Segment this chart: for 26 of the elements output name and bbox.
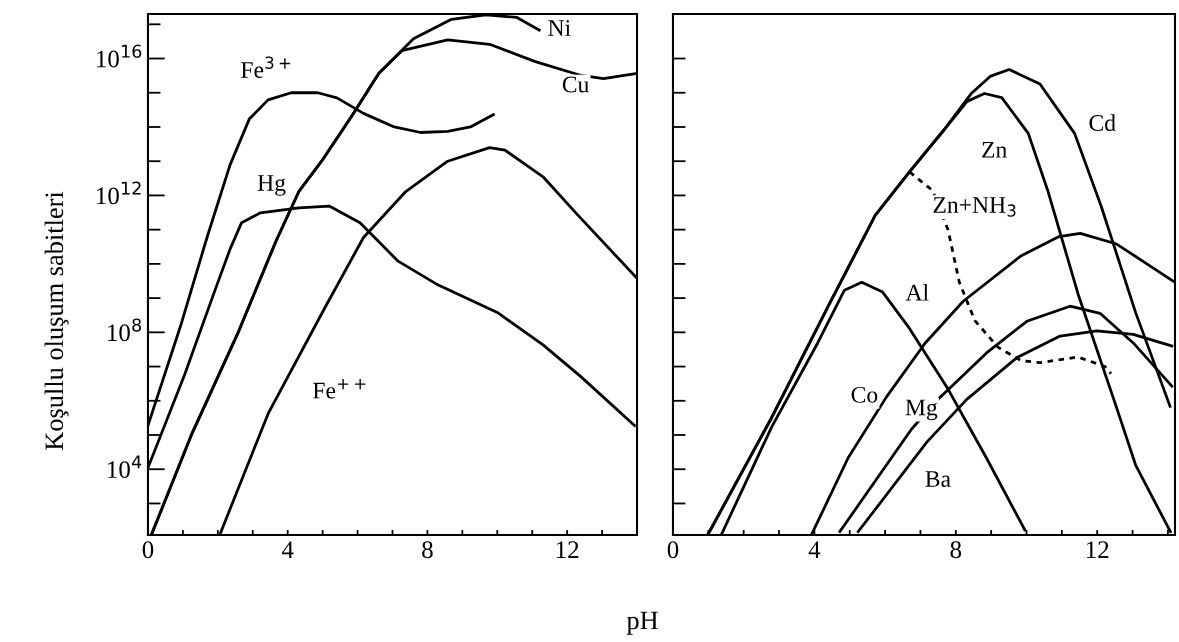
x-tick-label: 12: [556, 541, 579, 558]
series-label: Fe$^{3+}$: [241, 56, 291, 78]
series-label: Mg: [905, 399, 938, 421]
y-tick-label: 10$^{12}$: [97, 181, 141, 205]
series-label: Ba: [925, 471, 951, 487]
series-label: Cd: [1089, 114, 1116, 131]
x-tick-label: 8: [422, 541, 433, 559]
x-tick-label: 0: [142, 541, 154, 559]
y-tick-label: 10$^{4}$: [108, 455, 142, 479]
y-tick-label: 10$^{8}$: [108, 318, 142, 342]
series-label: Al: [905, 284, 929, 301]
x-axis-title: pH: [626, 611, 658, 635]
x-tick-label: 4: [281, 541, 294, 558]
series-label: Zn+NH$_{3}$: [933, 197, 1016, 217]
series-label: Fe$^{++}$: [313, 378, 366, 399]
series-label: Ni: [548, 20, 571, 36]
x-tick-label: 12: [1086, 541, 1109, 558]
y-axis-title: Koşullu oluşum sabitleri: [44, 191, 69, 450]
series-label: Zn: [982, 142, 1007, 158]
series-label: Cu: [562, 76, 589, 93]
series-label: Hg: [257, 175, 286, 196]
x-tick-label: 0: [667, 541, 679, 559]
series-label: Co: [851, 386, 878, 403]
x-tick-label: 8: [950, 541, 962, 559]
y-tick-label: 10$^{16}$: [97, 44, 142, 68]
x-tick-label: 4: [808, 541, 821, 558]
